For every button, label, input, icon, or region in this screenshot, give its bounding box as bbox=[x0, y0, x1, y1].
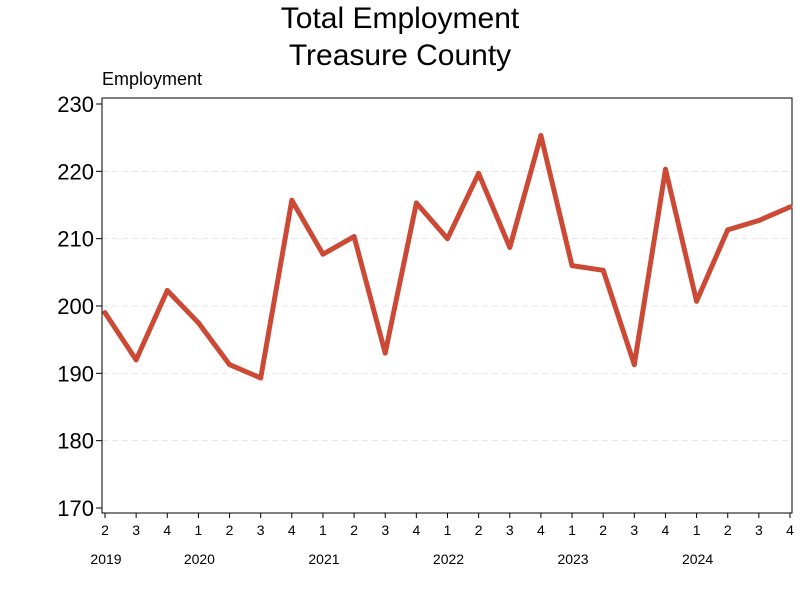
series-layer bbox=[102, 133, 793, 381]
x-tick-label: 3 bbox=[506, 522, 514, 538]
data-point bbox=[787, 204, 793, 210]
x-tick-label: 1 bbox=[444, 522, 452, 538]
y-tick-label: 180 bbox=[57, 429, 94, 454]
data-point bbox=[725, 227, 731, 233]
data-point bbox=[289, 197, 295, 203]
x-year-label: 2023 bbox=[557, 551, 588, 567]
series-line bbox=[102, 133, 793, 381]
x-tick-label: 2 bbox=[724, 522, 732, 538]
x-year-label: 2024 bbox=[682, 551, 713, 567]
x-year-label: 2021 bbox=[308, 551, 339, 567]
data-point bbox=[538, 133, 544, 139]
data-point bbox=[569, 263, 575, 269]
grid-lines bbox=[102, 170, 792, 442]
y-tick-label: 200 bbox=[57, 294, 94, 319]
y-tick-label: 220 bbox=[57, 159, 94, 184]
x-tick-label: 4 bbox=[288, 522, 296, 538]
y-tick-label: 190 bbox=[57, 361, 94, 386]
data-point bbox=[507, 244, 513, 250]
y-tick-label: 170 bbox=[57, 496, 94, 521]
x-year-label: 2019 bbox=[90, 551, 121, 567]
x-tick-label: 4 bbox=[537, 522, 545, 538]
data-point bbox=[227, 362, 233, 368]
x-tick-label: 4 bbox=[662, 522, 670, 538]
data-point bbox=[476, 170, 482, 176]
data-point bbox=[662, 166, 668, 172]
x-year-label: 2022 bbox=[433, 551, 464, 567]
x-tick-label: 1 bbox=[568, 522, 576, 538]
x-tick-label: 2 bbox=[475, 522, 483, 538]
data-point bbox=[164, 288, 170, 294]
y-tick-label: 210 bbox=[57, 227, 94, 252]
data-point bbox=[351, 234, 357, 240]
data-point bbox=[102, 310, 108, 316]
x-tick-label: 3 bbox=[755, 522, 763, 538]
data-point bbox=[694, 298, 700, 304]
x-tick-label: 4 bbox=[412, 522, 420, 538]
x-tick-label: 3 bbox=[630, 522, 638, 538]
data-point bbox=[600, 267, 606, 273]
x-axis: 2 3 4 1 2 3 4 1 2 3 4 1 2 3 4 1 2 3 4 1 2 3 4 2019 2020 2021 2022 2… bbox=[90, 513, 794, 567]
data-point bbox=[413, 200, 419, 206]
x-tick-label: 2 bbox=[599, 522, 607, 538]
y-axis-label: Employment bbox=[102, 69, 202, 89]
plot-frame bbox=[101, 97, 793, 514]
data-point bbox=[320, 251, 326, 257]
data-point bbox=[756, 217, 762, 223]
chart-title: Total Employment bbox=[280, 2, 520, 35]
x-tick-label: 1 bbox=[693, 522, 701, 538]
x-tick-label: 3 bbox=[381, 522, 389, 538]
y-tick-label: 230 bbox=[57, 92, 94, 117]
x-tick-label: 3 bbox=[132, 522, 140, 538]
data-point bbox=[195, 320, 201, 326]
chart-subtitle: Treasure County bbox=[288, 39, 512, 72]
x-tick-label: 4 bbox=[786, 522, 794, 538]
x-tick-label: 3 bbox=[257, 522, 265, 538]
x-tick-label: 4 bbox=[163, 522, 171, 538]
x-tick-label: 2 bbox=[101, 522, 109, 538]
y-axis: 170 180 190 200 210 220 230 bbox=[57, 92, 102, 521]
x-year-label: 2020 bbox=[184, 551, 215, 567]
data-point bbox=[445, 236, 450, 242]
x-tick-label: 1 bbox=[195, 522, 203, 538]
data-point bbox=[258, 375, 264, 381]
data-point bbox=[382, 350, 388, 356]
data-point bbox=[133, 357, 139, 363]
x-tick-label: 2 bbox=[226, 522, 234, 538]
x-tick-label: 2 bbox=[350, 522, 358, 538]
data-point bbox=[631, 362, 637, 368]
x-tick-label: 1 bbox=[319, 522, 327, 538]
